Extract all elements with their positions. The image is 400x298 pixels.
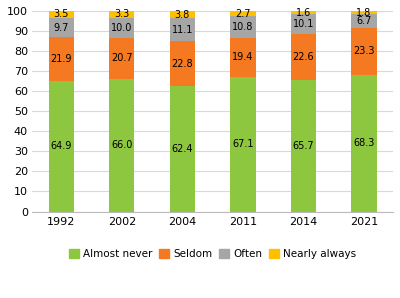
Text: 6.7: 6.7 [356,16,372,26]
Bar [170,86,195,212]
Text: 2.7: 2.7 [235,9,251,19]
Bar [291,34,316,80]
Bar [351,28,377,74]
Bar [109,11,134,18]
Bar [109,38,134,79]
Bar [109,18,134,38]
Bar [230,77,256,212]
Bar [291,11,316,14]
Bar [170,11,195,18]
Text: 3.3: 3.3 [114,9,129,19]
Bar [48,38,74,81]
Text: 65.7: 65.7 [292,141,314,151]
Bar [230,11,256,16]
Text: 10.0: 10.0 [111,23,132,32]
Bar [351,14,377,28]
Text: 1.6: 1.6 [296,7,311,18]
Bar [170,41,195,86]
Bar [170,18,195,41]
Bar [351,11,377,14]
Text: 21.9: 21.9 [50,55,72,64]
Text: 3.5: 3.5 [54,10,69,19]
Bar [291,80,316,212]
Text: 62.4: 62.4 [172,144,193,154]
Bar [48,81,74,212]
Text: 68.3: 68.3 [353,138,375,148]
Legend: Almost never, Seldom, Often, Nearly always: Almost never, Seldom, Often, Nearly alwa… [64,245,361,263]
Text: 20.7: 20.7 [111,53,132,63]
Bar [48,11,74,18]
Text: 22.6: 22.6 [292,52,314,62]
Bar [291,14,316,34]
Bar [48,18,74,38]
Text: 10.1: 10.1 [293,19,314,29]
Text: 3.8: 3.8 [175,10,190,20]
Bar [351,74,377,212]
Bar [230,16,256,38]
Text: 11.1: 11.1 [172,24,193,35]
Text: 64.9: 64.9 [50,142,72,151]
Text: 10.8: 10.8 [232,22,254,32]
Text: 9.7: 9.7 [54,23,69,33]
Text: 1.8: 1.8 [356,7,372,18]
Text: 23.3: 23.3 [353,46,375,56]
Text: 66.0: 66.0 [111,140,132,150]
Bar [230,38,256,77]
Text: 22.8: 22.8 [172,58,193,69]
Text: 67.1: 67.1 [232,139,254,149]
Text: 19.4: 19.4 [232,52,254,63]
Bar [109,79,134,212]
